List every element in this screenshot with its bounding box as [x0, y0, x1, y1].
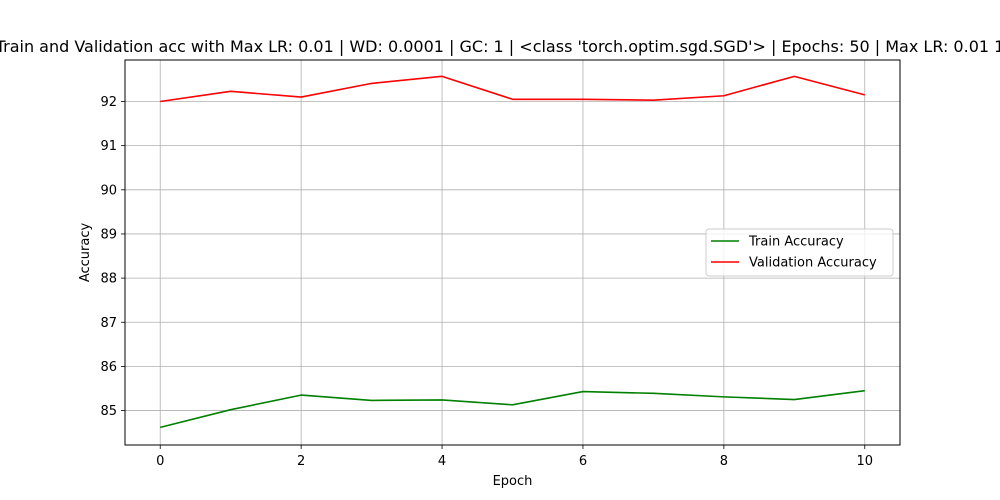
- x-tick-label: 0: [156, 454, 164, 469]
- x-tick-label: 10: [856, 454, 873, 469]
- x-axis-label: Epoch: [493, 474, 533, 489]
- chart-title: Train and Validation acc with Max LR: 0.…: [0, 37, 1000, 56]
- x-tick-label: 4: [438, 454, 446, 469]
- y-tick-label: 87: [100, 316, 117, 331]
- y-tick-label: 86: [100, 360, 117, 375]
- x-tick-label: 8: [720, 454, 728, 469]
- x-tick-label: 2: [297, 454, 305, 469]
- y-tick-label: 85: [100, 404, 117, 419]
- legend-entry-label: Train Accuracy: [748, 235, 844, 250]
- axes-frame: [124, 59, 901, 446]
- series-line-validation-accuracy: [160, 75, 865, 103]
- y-tick-label: 89: [100, 227, 117, 242]
- series-line-train-accuracy: [160, 389, 865, 429]
- legend-entry-label: Validation Accuracy: [749, 256, 877, 271]
- y-tick-label: 92: [100, 95, 117, 110]
- series-layer: [160, 75, 865, 429]
- y-axis-label: Accuracy: [78, 223, 93, 283]
- y-tick-label: 91: [100, 139, 117, 154]
- legend-box: [705, 228, 894, 277]
- y-tick-label: 88: [100, 272, 117, 287]
- x-tick-label: 6: [579, 454, 587, 469]
- legend: Train Accuracy Validation Accuracy: [705, 228, 894, 277]
- y-tick-label: 90: [100, 183, 117, 198]
- tick-layer: 0 2 4 6 8 10 85 86 87 88 89 90 91 92: [100, 95, 873, 469]
